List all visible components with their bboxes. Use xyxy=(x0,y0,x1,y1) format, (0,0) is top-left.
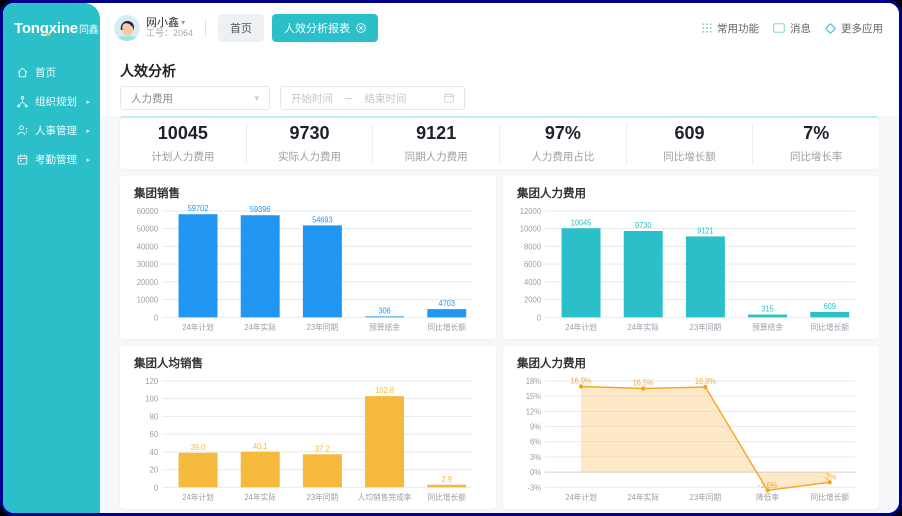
svg-text:23年同期: 23年同期 xyxy=(690,492,722,502)
svg-text:23年同期: 23年同期 xyxy=(307,492,339,502)
svg-text:8000: 8000 xyxy=(524,242,542,251)
svg-text:16.5%: 16.5% xyxy=(633,378,654,387)
svg-text:54693: 54693 xyxy=(312,215,333,224)
svg-text:15%: 15% xyxy=(526,392,541,401)
svg-text:59702: 59702 xyxy=(188,204,209,213)
svg-text:40000: 40000 xyxy=(137,242,159,251)
svg-text:24年实际: 24年实际 xyxy=(627,492,659,502)
svg-text:4000: 4000 xyxy=(524,278,542,287)
svg-text:60: 60 xyxy=(150,430,159,439)
svg-text:人均销售完成率: 人均销售完成率 xyxy=(358,492,412,502)
svg-text:23年同期: 23年同期 xyxy=(307,322,339,332)
svg-text:-3.6%: -3.6% xyxy=(758,481,778,490)
svg-text:0: 0 xyxy=(154,313,159,322)
svg-text:50000: 50000 xyxy=(137,224,159,233)
svg-text:12000: 12000 xyxy=(520,207,542,216)
svg-text:24年实际: 24年实际 xyxy=(627,322,659,332)
svg-text:40: 40 xyxy=(150,448,159,457)
svg-text:102.8: 102.8 xyxy=(375,386,394,395)
svg-text:同比增长额: 同比增长额 xyxy=(810,322,849,332)
svg-text:同比增长额: 同比增长额 xyxy=(427,492,466,502)
svg-text:10045: 10045 xyxy=(571,218,592,227)
svg-text:23年同期: 23年同期 xyxy=(690,322,722,332)
svg-text:0: 0 xyxy=(537,313,542,322)
svg-text:9%: 9% xyxy=(530,422,541,431)
svg-text:37.2: 37.2 xyxy=(315,444,329,453)
svg-text:6%: 6% xyxy=(530,437,541,446)
svg-text:-3%: -3% xyxy=(527,483,541,492)
svg-text:24年实际: 24年实际 xyxy=(244,492,276,502)
svg-text:预算结余: 预算结余 xyxy=(369,322,400,332)
svg-text:3%: 3% xyxy=(530,453,541,462)
svg-text:24年计划: 24年计划 xyxy=(565,322,597,332)
svg-text:24年实际: 24年实际 xyxy=(244,322,276,332)
svg-text:40.1: 40.1 xyxy=(253,442,267,451)
svg-text:39.0: 39.0 xyxy=(191,443,205,452)
svg-text:80: 80 xyxy=(150,412,159,421)
svg-text:10000: 10000 xyxy=(137,295,159,304)
svg-text:4703: 4703 xyxy=(438,299,454,308)
svg-text:10000: 10000 xyxy=(520,224,542,233)
svg-text:6000: 6000 xyxy=(524,260,542,269)
svg-text:2.9: 2.9 xyxy=(442,475,452,484)
svg-text:16.8%: 16.8% xyxy=(695,377,716,386)
svg-text:315: 315 xyxy=(761,304,773,313)
svg-text:降低率: 降低率 xyxy=(756,492,779,502)
svg-text:0: 0 xyxy=(154,483,159,492)
svg-text:120: 120 xyxy=(145,377,158,386)
svg-text:预算结余: 预算结余 xyxy=(752,322,783,332)
svg-text:同比增长额: 同比增长额 xyxy=(810,492,849,502)
svg-text:9730: 9730 xyxy=(635,221,651,230)
svg-text:100: 100 xyxy=(145,394,158,403)
svg-text:0%: 0% xyxy=(530,468,541,477)
svg-text:18%: 18% xyxy=(526,377,541,386)
svg-text:60000: 60000 xyxy=(137,207,159,216)
svg-text:24年计划: 24年计划 xyxy=(182,322,214,332)
svg-text:12%: 12% xyxy=(526,407,541,416)
svg-text:同比增长额: 同比增长额 xyxy=(427,322,466,332)
svg-text:59396: 59396 xyxy=(250,205,271,214)
svg-text:30000: 30000 xyxy=(137,260,159,269)
svg-text:24年计划: 24年计划 xyxy=(565,492,597,502)
svg-text:306: 306 xyxy=(378,306,390,315)
svg-text:16.9%: 16.9% xyxy=(571,376,592,385)
svg-text:609: 609 xyxy=(824,302,836,311)
svg-text:2000: 2000 xyxy=(524,295,542,304)
svg-text:9121: 9121 xyxy=(697,226,713,235)
svg-text:-2%: -2% xyxy=(823,472,836,481)
svg-text:20: 20 xyxy=(150,465,159,474)
svg-text:24年计划: 24年计划 xyxy=(182,492,214,502)
svg-text:20000: 20000 xyxy=(137,278,159,287)
